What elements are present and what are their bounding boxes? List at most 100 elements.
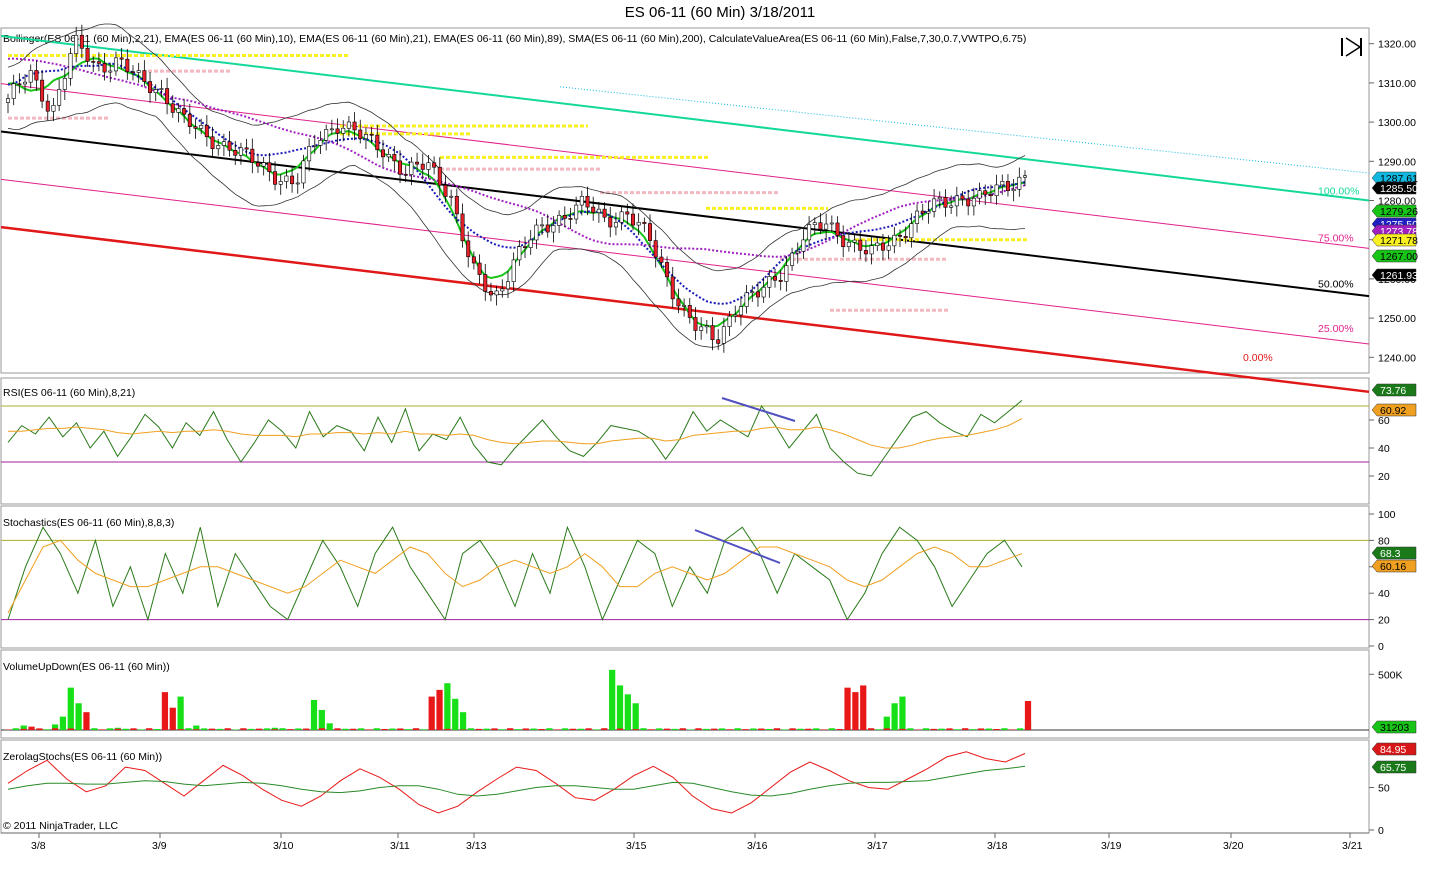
candle: [773, 268, 778, 288]
candle: [250, 138, 255, 174]
candle: [79, 24, 84, 59]
candle-body: [898, 234, 903, 237]
volume-bar-up: [922, 728, 930, 730]
time-tick-label: 3/18: [987, 840, 1008, 852]
copyright: © 2011 NinjaTrader, LLC: [3, 820, 119, 832]
candle: [312, 134, 317, 154]
candle: [727, 311, 732, 337]
candle: [795, 242, 800, 264]
ema21-line: [7, 62, 1026, 305]
candle: [204, 115, 209, 147]
volume-bar-up: [985, 728, 992, 730]
candle: [630, 203, 635, 231]
candle: [40, 69, 45, 109]
price-panel-label: Bollinger(ES 06-11 (60 Min),2,21), EMA(E…: [3, 33, 1026, 45]
series-tag-text: 68.3: [1380, 548, 1401, 560]
candle: [778, 269, 783, 291]
candle-body: [579, 196, 584, 206]
volume-bar-up: [1017, 728, 1024, 730]
volume-bar-up: [891, 703, 898, 730]
candle: [329, 119, 334, 135]
candle-body: [244, 147, 249, 150]
candle-body: [551, 225, 556, 233]
volume-bar-down: [1009, 729, 1016, 730]
candle-body: [380, 149, 385, 158]
candle: [932, 189, 937, 218]
candle-body: [750, 291, 755, 294]
candle: [903, 226, 908, 244]
candle: [687, 298, 692, 324]
candle: [892, 226, 897, 254]
candle-body: [57, 89, 62, 106]
candle: [369, 127, 374, 144]
candle: [148, 72, 153, 103]
candle: [113, 51, 118, 76]
candle-body: [358, 129, 363, 139]
tick-label: 20: [1378, 615, 1390, 627]
tick-label: 0: [1378, 641, 1384, 653]
time-tick-label: 3/13: [466, 840, 487, 852]
candle: [1005, 174, 1010, 197]
candle-body: [534, 224, 539, 241]
price-tick-label: 1310.00: [1378, 78, 1416, 90]
candle-body: [818, 222, 823, 230]
candle: [846, 232, 851, 252]
candle: [102, 52, 107, 81]
series-line-0: [7, 400, 1023, 477]
volume-bar-down: [365, 729, 373, 730]
candle: [488, 282, 493, 302]
candle-body: [517, 246, 522, 261]
candle-body: [460, 213, 465, 242]
volume-bar-down: [805, 728, 812, 730]
volume-bar-down: [860, 685, 867, 730]
volume-bar-up: [954, 729, 961, 730]
candle-body: [130, 71, 135, 74]
candle-body: [125, 58, 130, 73]
channel-line-3: [0, 178, 1370, 345]
play-icon[interactable]: [1341, 37, 1362, 57]
volume-bar-up: [216, 728, 223, 730]
time-tick-label: 3/11: [390, 840, 410, 852]
tick-label: 40: [1378, 588, 1390, 600]
candle-body: [108, 70, 113, 73]
candle-body: [471, 256, 476, 264]
candle: [568, 207, 573, 230]
candle-body: [875, 242, 880, 246]
candle: [318, 131, 323, 155]
candle-body: [716, 339, 721, 344]
candle-body: [187, 113, 192, 127]
volume-bar-down: [648, 729, 655, 730]
candle-body: [994, 184, 999, 196]
chart-title: ES 06-11 (60 Min) 3/18/2011: [624, 4, 816, 21]
candle-body: [665, 262, 670, 278]
candle-body: [682, 305, 687, 307]
price-tag: 1285.50: [1371, 181, 1418, 195]
volume-bar-down: [130, 728, 137, 730]
candle-body: [568, 218, 573, 220]
candle: [11, 74, 16, 106]
candle: [909, 213, 914, 248]
candle-body: [148, 81, 153, 93]
series-line-1: [8, 418, 1023, 449]
candle-body: [432, 162, 437, 168]
candle: [625, 203, 630, 225]
volume-bar-down: [1024, 701, 1032, 730]
candle: [255, 154, 260, 173]
candle-body: [983, 190, 988, 195]
volume-bar-up: [640, 728, 647, 730]
volume-bar-down: [585, 728, 592, 730]
volume-bar-down: [51, 728, 59, 730]
candle: [74, 26, 79, 63]
candle: [682, 298, 687, 317]
candle: [233, 140, 238, 165]
candle: [960, 191, 965, 206]
candle-body: [738, 306, 743, 316]
candle: [68, 47, 73, 86]
candle-body: [591, 206, 596, 213]
candle-body: [892, 234, 897, 247]
volume-bar-up: [875, 729, 883, 730]
candle-body: [210, 136, 215, 150]
volume-bar-down: [36, 728, 43, 730]
volume-bar-down: [538, 728, 545, 730]
